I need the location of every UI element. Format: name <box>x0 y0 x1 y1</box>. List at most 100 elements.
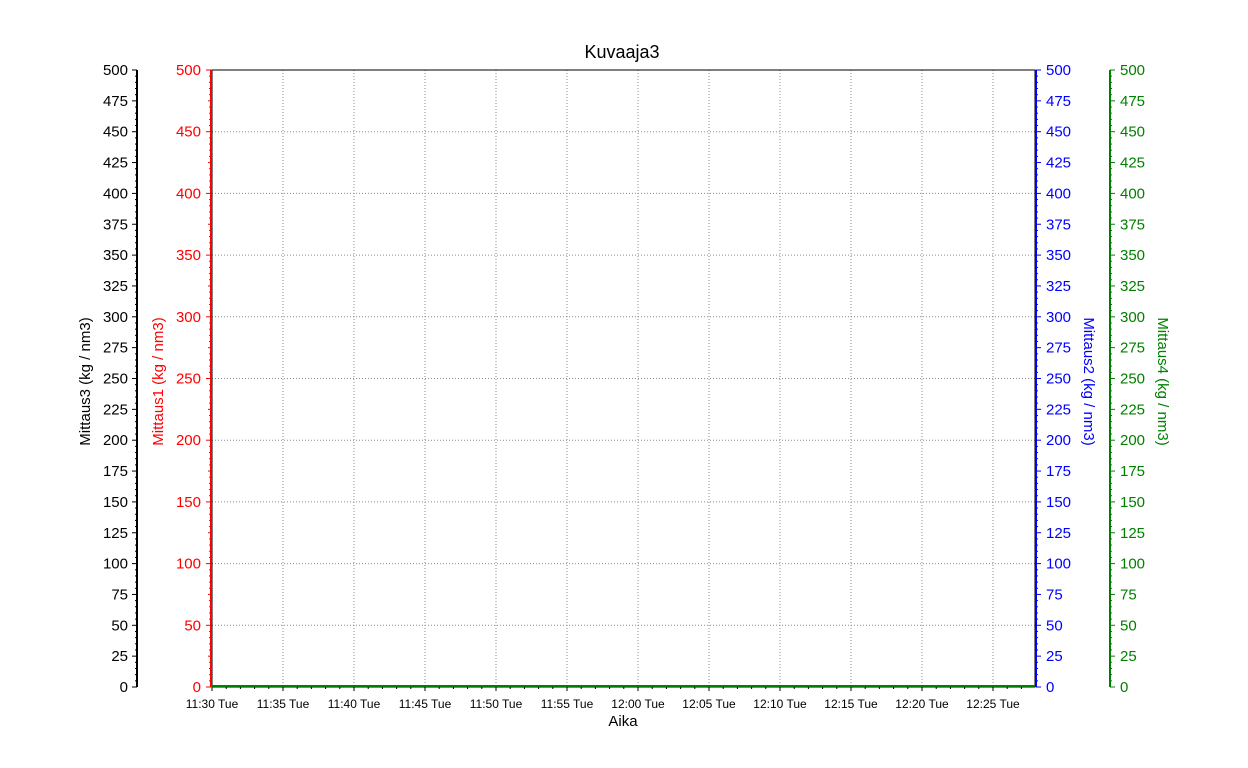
x-tick-label: 12:25 Tue <box>966 697 1020 711</box>
y-tick-label: 325 <box>1120 278 1145 295</box>
y-tick-label: 0 <box>193 679 201 696</box>
y-tick-label: 400 <box>1120 185 1145 202</box>
y-tick-label: 500 <box>1046 62 1071 79</box>
x-tick-label: 11:30 Tue <box>186 697 239 711</box>
y-tick-label: 425 <box>1046 155 1071 172</box>
y-tick-label: 75 <box>1120 586 1137 603</box>
y-axis-label-mittaus1: Mittaus1 (kg / nm3) <box>150 317 167 445</box>
y-tick-label: 150 <box>176 494 201 511</box>
y-tick-label: 325 <box>103 278 128 295</box>
y-tick-label: 200 <box>1120 432 1145 449</box>
y-tick-label: 450 <box>1046 124 1071 141</box>
y-tick-label: 450 <box>103 124 128 141</box>
y-axis-mittaus2: 0 25 50 75 100 125 150 175 200 225 250 275 300 325 350… <box>1035 62 1097 696</box>
y-tick-label: 475 <box>1120 93 1145 110</box>
y-tick-label: 250 <box>1120 371 1145 388</box>
y-axis-label-mittaus2: Mittaus2 (kg / nm3) <box>1080 317 1097 445</box>
y-axis-mittaus4: 0 25 50 75 100 125 150 175 200 225 250 275 300 325 350… <box>1109 62 1171 696</box>
y-tick-label: 375 <box>103 216 128 233</box>
y-tick-label: 75 <box>1046 586 1063 603</box>
y-tick-label: 100 <box>1046 556 1071 573</box>
y-tick-label: 150 <box>1120 494 1145 511</box>
y-axis-mittaus1: 0 50 100 150 200 250 300 350 400 450 500 Mittaus1 (… <box>150 62 212 696</box>
x-tick-label: 11:35 Tue <box>257 697 310 711</box>
y-tick-label: 50 <box>1120 617 1137 634</box>
y-tick-label: 75 <box>111 586 128 603</box>
y-tick-label: 250 <box>1046 371 1071 388</box>
y-tick-label: 25 <box>1120 648 1137 665</box>
y-tick-label: 475 <box>1046 93 1071 110</box>
y-tick-label: 0 <box>1046 679 1054 696</box>
x-tick-label: 12:20 Tue <box>895 697 949 711</box>
y-tick-label: 25 <box>1046 648 1063 665</box>
chart-title: Kuvaaja3 <box>584 42 659 62</box>
y-tick-label: 225 <box>1120 401 1145 418</box>
y-tick-label: 200 <box>103 432 128 449</box>
y-tick-label: 350 <box>176 247 201 264</box>
y-tick-label: 425 <box>1120 155 1145 172</box>
y-tick-label: 250 <box>103 371 128 388</box>
x-axis: 11:30 Tue 11:35 Tue 11:40 Tue 11:45 Tue 11:5… <box>186 687 1022 711</box>
y-tick-label: 50 <box>111 617 128 634</box>
axes: 0255075100125150175200225250275300325350… <box>77 62 1171 711</box>
y-tick-label: 0 <box>120 679 128 696</box>
y-tick-label: 375 <box>1120 216 1145 233</box>
y-tick-label: 50 <box>184 617 201 634</box>
y-tick-label: 25 <box>111 648 128 665</box>
y-tick-label: 150 <box>103 494 128 511</box>
y-tick-label: 200 <box>176 432 201 449</box>
y-tick-label: 450 <box>176 124 201 141</box>
y-axis-mittaus3: 0 25 50 75 100 125 150 175 200 225 250 275 300 325 350… <box>77 62 138 696</box>
y-tick-label: 100 <box>1120 556 1145 573</box>
y-tick-label: 225 <box>103 401 128 418</box>
y-tick-label: 100 <box>103 556 128 573</box>
y-axis-label-mittaus3: Mittaus3 (kg / nm3) <box>77 317 94 445</box>
x-tick-label: 11:50 Tue <box>470 697 523 711</box>
y-tick-label: 350 <box>1046 247 1071 264</box>
y-tick-label: 350 <box>1120 247 1145 264</box>
y-tick-label: 50 <box>1046 617 1063 634</box>
x-tick-label: 12:00 Tue <box>611 697 665 711</box>
x-tick-label: 11:45 Tue <box>399 697 452 711</box>
y-tick-label: 375 <box>1046 216 1071 233</box>
x-axis-label: Aika <box>608 713 638 730</box>
y-tick-label: 350 <box>103 247 128 264</box>
y-tick-label: 500 <box>1120 62 1145 79</box>
y-tick-label: 325 <box>1046 278 1071 295</box>
y-tick-label: 125 <box>103 525 128 542</box>
y-tick-label: 250 <box>176 371 201 388</box>
y-tick-label: 0 <box>1120 679 1128 696</box>
y-tick-label: 400 <box>176 185 201 202</box>
y-tick-label: 450 <box>1120 124 1145 141</box>
x-tick-label: 11:55 Tue <box>541 697 594 711</box>
y-tick-label: 200 <box>1046 432 1071 449</box>
y-tick-label: 125 <box>1046 525 1071 542</box>
y-tick-label: 500 <box>176 62 201 79</box>
y-tick-label: 300 <box>103 309 128 326</box>
y-tick-label: 175 <box>103 463 128 480</box>
y-tick-label: 300 <box>1046 309 1071 326</box>
y-tick-label: 275 <box>103 340 128 357</box>
y-tick-label: 150 <box>1046 494 1071 511</box>
y-tick-label: 475 <box>103 93 128 110</box>
y-tick-label: 175 <box>1120 463 1145 480</box>
y-tick-label: 425 <box>103 155 128 172</box>
y-tick-label: 275 <box>1046 340 1071 357</box>
x-tick-label: 12:05 Tue <box>682 697 736 711</box>
y-tick-label: 100 <box>176 556 201 573</box>
x-tick-label: 12:10 Tue <box>753 697 807 711</box>
y-tick-label: 500 <box>103 62 128 79</box>
y-axis-label-mittaus4: Mittaus4 (kg / nm3) <box>1154 317 1171 445</box>
grid <box>212 70 1035 687</box>
x-tick-label: 11:40 Tue <box>328 697 381 711</box>
y-tick-label: 175 <box>1046 463 1071 480</box>
y-tick-label: 300 <box>1120 309 1145 326</box>
y-tick-label: 275 <box>1120 340 1145 357</box>
y-tick-label: 300 <box>176 309 201 326</box>
y-tick-label: 400 <box>103 185 128 202</box>
x-tick-label: 12:15 Tue <box>824 697 878 711</box>
y-tick-label: 400 <box>1046 185 1071 202</box>
y-tick-label: 125 <box>1120 525 1145 542</box>
y-tick-label: 225 <box>1046 401 1071 418</box>
